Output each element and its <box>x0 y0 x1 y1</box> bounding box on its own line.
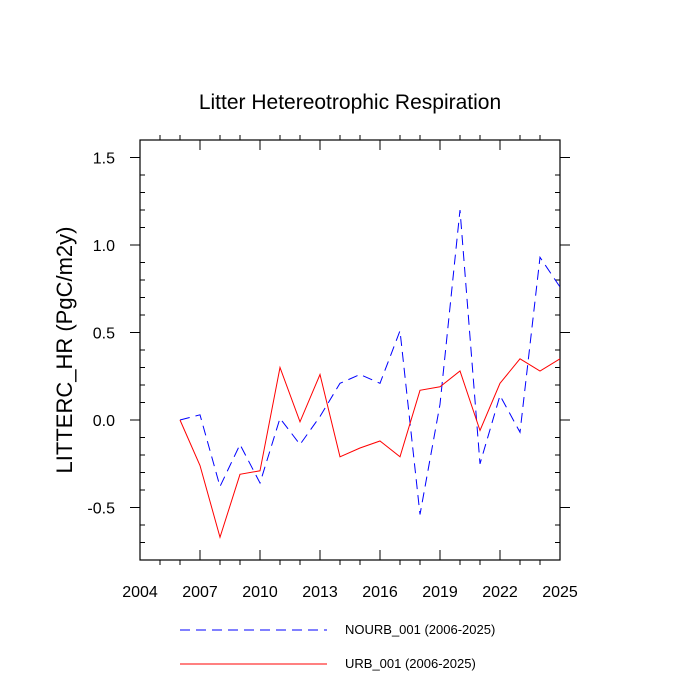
legend-label-2: URB_001 (2006-2025) <box>345 656 476 671</box>
y-axis-label: LITTERC_HR (PgC/m2y) <box>52 227 77 474</box>
x-tick-label: 2010 <box>242 584 278 601</box>
x-tick-label: 2019 <box>422 584 458 601</box>
y-tick-label: 1.0 <box>93 238 115 255</box>
y-tick-label: 0.0 <box>93 413 115 430</box>
x-tick-label: 2004 <box>122 584 158 601</box>
series-lines <box>179 209 561 540</box>
x-tick-label: 2013 <box>302 584 338 601</box>
y-tick-label: -0.5 <box>87 501 115 518</box>
y-tick-label: 1.5 <box>93 151 115 168</box>
series-line-1 <box>179 209 561 515</box>
x-tick-label: 2016 <box>362 584 398 601</box>
x-tick-label: 2007 <box>182 584 218 601</box>
plot-frame <box>139 139 561 561</box>
chart-title: Litter Hetereotrophic Respiration <box>199 91 501 114</box>
series-line-2 <box>179 358 561 540</box>
x-tick-label: 2025 <box>542 584 578 601</box>
axis-ticks: 2004 2007 2010 2013 2016 2019 2022 2025 -0.5 0.0 0… <box>87 135 578 601</box>
legend: NOURB_001 (2006-2025) URB_001 (2006-2025) <box>180 622 495 671</box>
x-tick-label: 2022 <box>482 584 518 601</box>
y-tick-label: 0.5 <box>93 326 115 343</box>
legend-label-1: NOURB_001 (2006-2025) <box>345 622 495 637</box>
